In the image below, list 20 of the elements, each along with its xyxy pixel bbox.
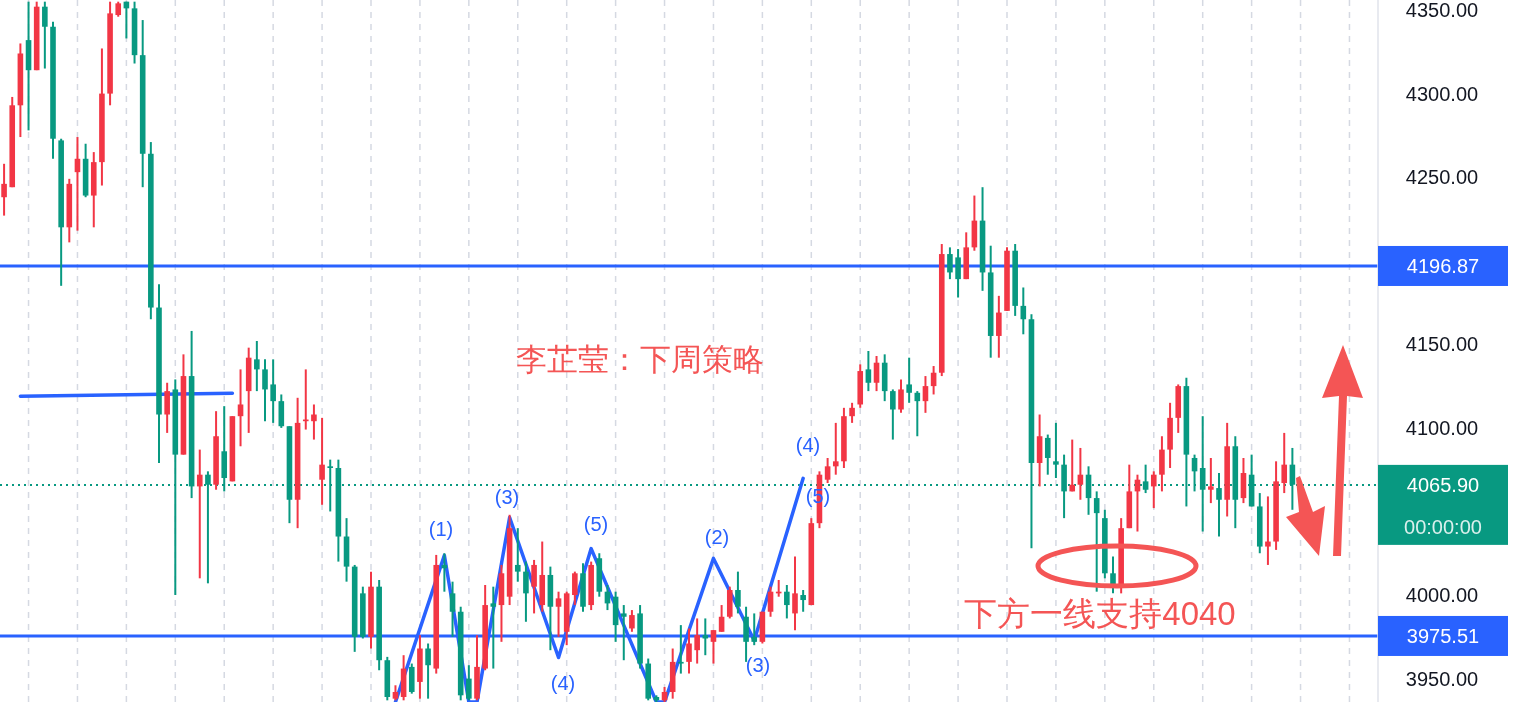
ref-line-label: 4196.87 [1406,254,1480,277]
annotation: (2) [704,526,730,548]
y-tick-label: 3950.00 [1405,667,1479,690]
ref-line-label: 3975.51 [1406,624,1480,647]
y-tick-label: 4150.00 [1405,333,1479,356]
annotation: 李芷莹：下周策略 [516,342,764,377]
annotation: (4) [550,672,576,694]
annotation: (1) [428,518,454,540]
annotation: (3) [494,486,520,508]
y-tick-label: 4300.00 [1405,82,1479,105]
y-tick-label: 4350.00 [1405,0,1479,22]
y-tick-label: 4000.00 [1405,584,1479,607]
ref-line-label: 4065.90 [1406,473,1480,496]
annotation: 下方一线支持4040 [964,595,1236,632]
y-tick-label: 4250.00 [1405,166,1479,189]
annotation: (3) [745,654,771,676]
annotation: (4) [795,434,821,456]
annotation: (5) [583,513,609,535]
y-tick-label: 4100.00 [1405,416,1479,439]
text: 00:00:00 [1404,515,1482,538]
